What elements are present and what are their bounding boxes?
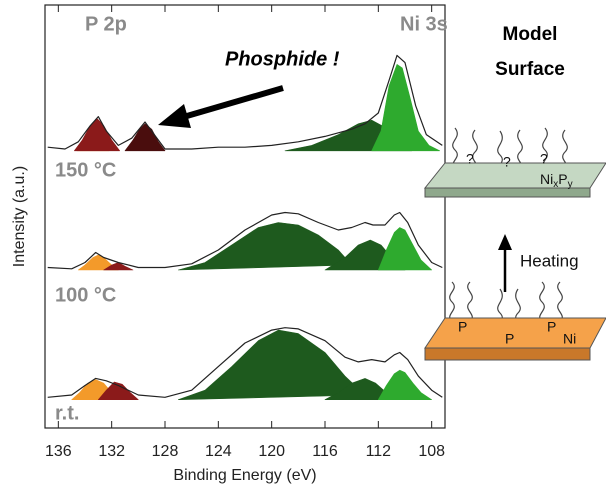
envelope-line [47,54,443,150]
ni-plate [424,317,606,349]
label-sub: y [568,179,573,190]
component-peak [74,118,120,152]
annotation: P 2p [85,13,127,35]
x-tick-label: 112 [366,443,392,460]
arrow-head [158,104,191,128]
y-axis-title: Intensity (a.u.) [11,166,28,267]
panel-label: r.t. [55,402,79,424]
x-tick-label: 132 [98,443,125,460]
p-atom: P [505,331,514,347]
component-peak [124,123,166,152]
x-tick-label: 120 [258,443,285,460]
component-peak [178,329,366,400]
schematic-title: Surface [495,59,565,80]
component-peak [371,64,440,152]
component-peak [98,381,139,400]
heating-label: Heating [520,251,579,270]
nixpy-plate [423,162,606,189]
p-atom: P [547,319,556,335]
x-tick-label: 136 [45,443,72,460]
schematic-title: Model [503,24,558,45]
annotation: Ni 3s [400,13,448,35]
unknown-mark: ? [503,154,511,170]
annotation: Phosphide ! [225,48,340,70]
nixpy-plate-side [424,187,591,198]
component-peak [378,227,432,271]
label-sub: x [553,179,558,190]
heating-arrow-head [498,234,512,250]
component-peak [378,369,432,400]
x-axis-title: Binding Energy (eV) [173,467,316,484]
label-part: P [558,171,567,187]
x-tick-label: 124 [205,443,232,460]
envelope-line [47,327,443,398]
component-peak [103,262,134,271]
x-tick-label: 128 [152,443,179,460]
p-atom: P [458,319,467,335]
unknown-mark: ? [540,151,548,167]
envelope-line [47,211,443,270]
unknown-mark: ? [466,151,474,167]
arrow-shaft [179,85,284,121]
x-tick-label: 116 [312,443,338,460]
component-peak [178,222,352,271]
ni-plate-side [424,347,591,361]
plot-frame [44,4,446,429]
label-part: Ni [540,171,553,187]
panel-label: 100 °C [55,284,116,306]
schematic: Model Surface ? ? ? NixPy Heating P [423,24,606,361]
x-tick-label: 108 [418,443,445,460]
panel-label: 150 °C [55,159,116,181]
ni-label: Ni [563,331,576,347]
nixpy-label: NixPy [540,171,573,190]
